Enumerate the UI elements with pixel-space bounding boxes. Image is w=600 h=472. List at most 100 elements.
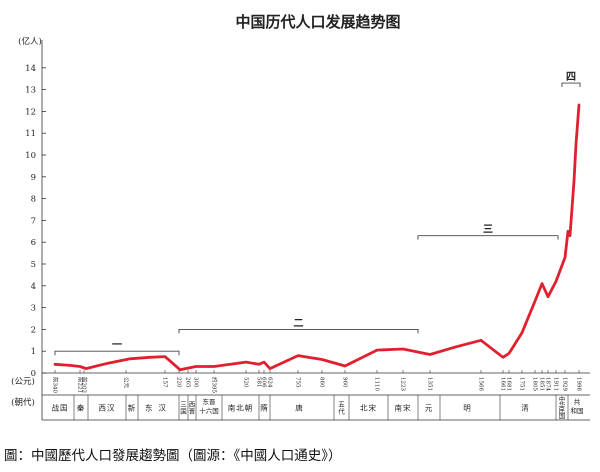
dynasty-label: 西汉 (99, 404, 116, 413)
dynasty-label: 隋 (260, 403, 269, 413)
year-tick-label: 300 (193, 377, 199, 388)
year-tick-label: 约395 (211, 377, 219, 393)
year-tick-label: 1681 (506, 377, 512, 391)
year-tick-label: 前340 (52, 377, 60, 393)
dynasty-label: 国 (180, 407, 187, 415)
era-annotations: 一 二 三 四 (54, 71, 581, 356)
dynasty-label: 秦 (77, 403, 86, 413)
data-point (321, 358, 323, 361)
dynasty-label: 元 (425, 404, 434, 413)
dynasty-label: 新 (128, 403, 137, 413)
data-point (54, 363, 56, 366)
dynasty-label: 和国 (571, 406, 584, 415)
data-point (85, 367, 87, 370)
data-point (578, 104, 580, 106)
y-tick-label: 14 (25, 64, 36, 74)
year-tick-label: 157 (162, 377, 168, 388)
y-axis-unit: (亿人) (18, 36, 42, 47)
era-label: 四 (566, 71, 576, 83)
year-tick-label: 624 (267, 377, 273, 388)
era-bracket (417, 235, 559, 240)
data-point (429, 353, 431, 356)
y-tick-label: 1 (31, 347, 36, 357)
dynasty-label: 国 (559, 412, 566, 420)
dynasty-label: 晋 (189, 407, 196, 415)
data-point (508, 352, 510, 355)
dynasty-label: 西 (189, 400, 196, 408)
y-tick-label: 13 (25, 86, 36, 96)
dynasty-row: 战国秦西汉新东汉 三国西晋东晋十六国 南北朝隋唐五代 北宋 南宋元明清中华民国共和国 (52, 395, 584, 421)
data-point (195, 365, 197, 368)
dynasty-label: 唐 (295, 403, 309, 413)
y-tick-label: 11 (25, 129, 36, 139)
y-tick-label: 0 (31, 369, 36, 379)
year-tick-label: 1110 (374, 377, 380, 391)
data-point (164, 355, 166, 358)
data-point (297, 354, 299, 357)
data-point (263, 361, 265, 363)
data-point (69, 364, 71, 367)
era-label: 三 (483, 224, 493, 236)
data-point (344, 365, 346, 367)
year-tick-label: 1911 (553, 377, 559, 391)
data-point (455, 345, 457, 348)
year-tick-label: 960 (342, 377, 348, 388)
era-label: 二 (294, 317, 304, 329)
data-point (555, 280, 557, 283)
data-point (502, 356, 504, 359)
year-tick-label: 公元 (123, 377, 130, 389)
data-point (564, 256, 566, 259)
y-tick-label: 4 (31, 282, 36, 292)
dynasty-label: 民 (559, 407, 566, 415)
era-bracket (54, 350, 180, 356)
chart-title: 中国历代人口发展趋势图 (235, 13, 400, 31)
year-tick-label: 1661 (500, 377, 506, 391)
year-tick-label: 1929 (562, 377, 568, 391)
dynasty-label: 清 (521, 403, 535, 413)
figure-caption: 圖：中國歷代人口發展趨勢圖（圖源：《中國人口通史》） (4, 448, 342, 464)
dynasty-label: 战国 (52, 403, 69, 413)
dynasty-label: 共 (574, 397, 581, 406)
data-point (480, 339, 482, 342)
data-point (129, 357, 131, 360)
era-bracket (178, 328, 419, 334)
data-point (376, 349, 378, 351)
y-tick-label: 6 (31, 238, 36, 248)
year-tick-label: 1874 (545, 377, 551, 391)
dynasty-label: 东汉 (145, 403, 172, 413)
dynasty-label: 五 (338, 400, 345, 408)
year-tick-label: 1351 (427, 377, 433, 391)
year-tick-label: 581 (256, 377, 262, 388)
year-tick-label: 前221 (77, 377, 85, 393)
year-tick-label: 1851 (539, 377, 545, 391)
year-tick-label: 前202 (81, 377, 89, 393)
data-point (107, 362, 109, 365)
dynasty-label: 三 (180, 400, 187, 408)
y-tick-label: 10 (25, 151, 36, 161)
data-point (402, 348, 404, 350)
year-tick-label: 1223 (400, 377, 406, 391)
data-point (149, 356, 151, 359)
y-tick-label: 9 (31, 173, 36, 183)
year-tick-label: 1566 (478, 377, 484, 391)
population-line (53, 103, 581, 372)
year-tick-label: 520 (243, 377, 249, 388)
data-point (547, 295, 549, 298)
y-tick-label: 5 (31, 260, 36, 270)
data-point (569, 234, 571, 237)
series-layer (53, 103, 581, 372)
data-point (541, 282, 543, 285)
era-bracket (561, 82, 581, 88)
data-point (179, 368, 181, 371)
dynasty-label: 南宋 (395, 403, 412, 413)
data-point (575, 143, 577, 146)
year-tick-label: 1998 (576, 377, 582, 391)
dynasty-label: 代 (338, 406, 345, 415)
era-label: 一 (112, 340, 122, 351)
data-point (534, 300, 536, 302)
dynasty-label: 北宋 (360, 403, 377, 413)
dynasty-label: 中 (559, 395, 566, 404)
year-tick-label: 755 (295, 377, 301, 388)
y-tick-label: 12 (25, 107, 36, 117)
